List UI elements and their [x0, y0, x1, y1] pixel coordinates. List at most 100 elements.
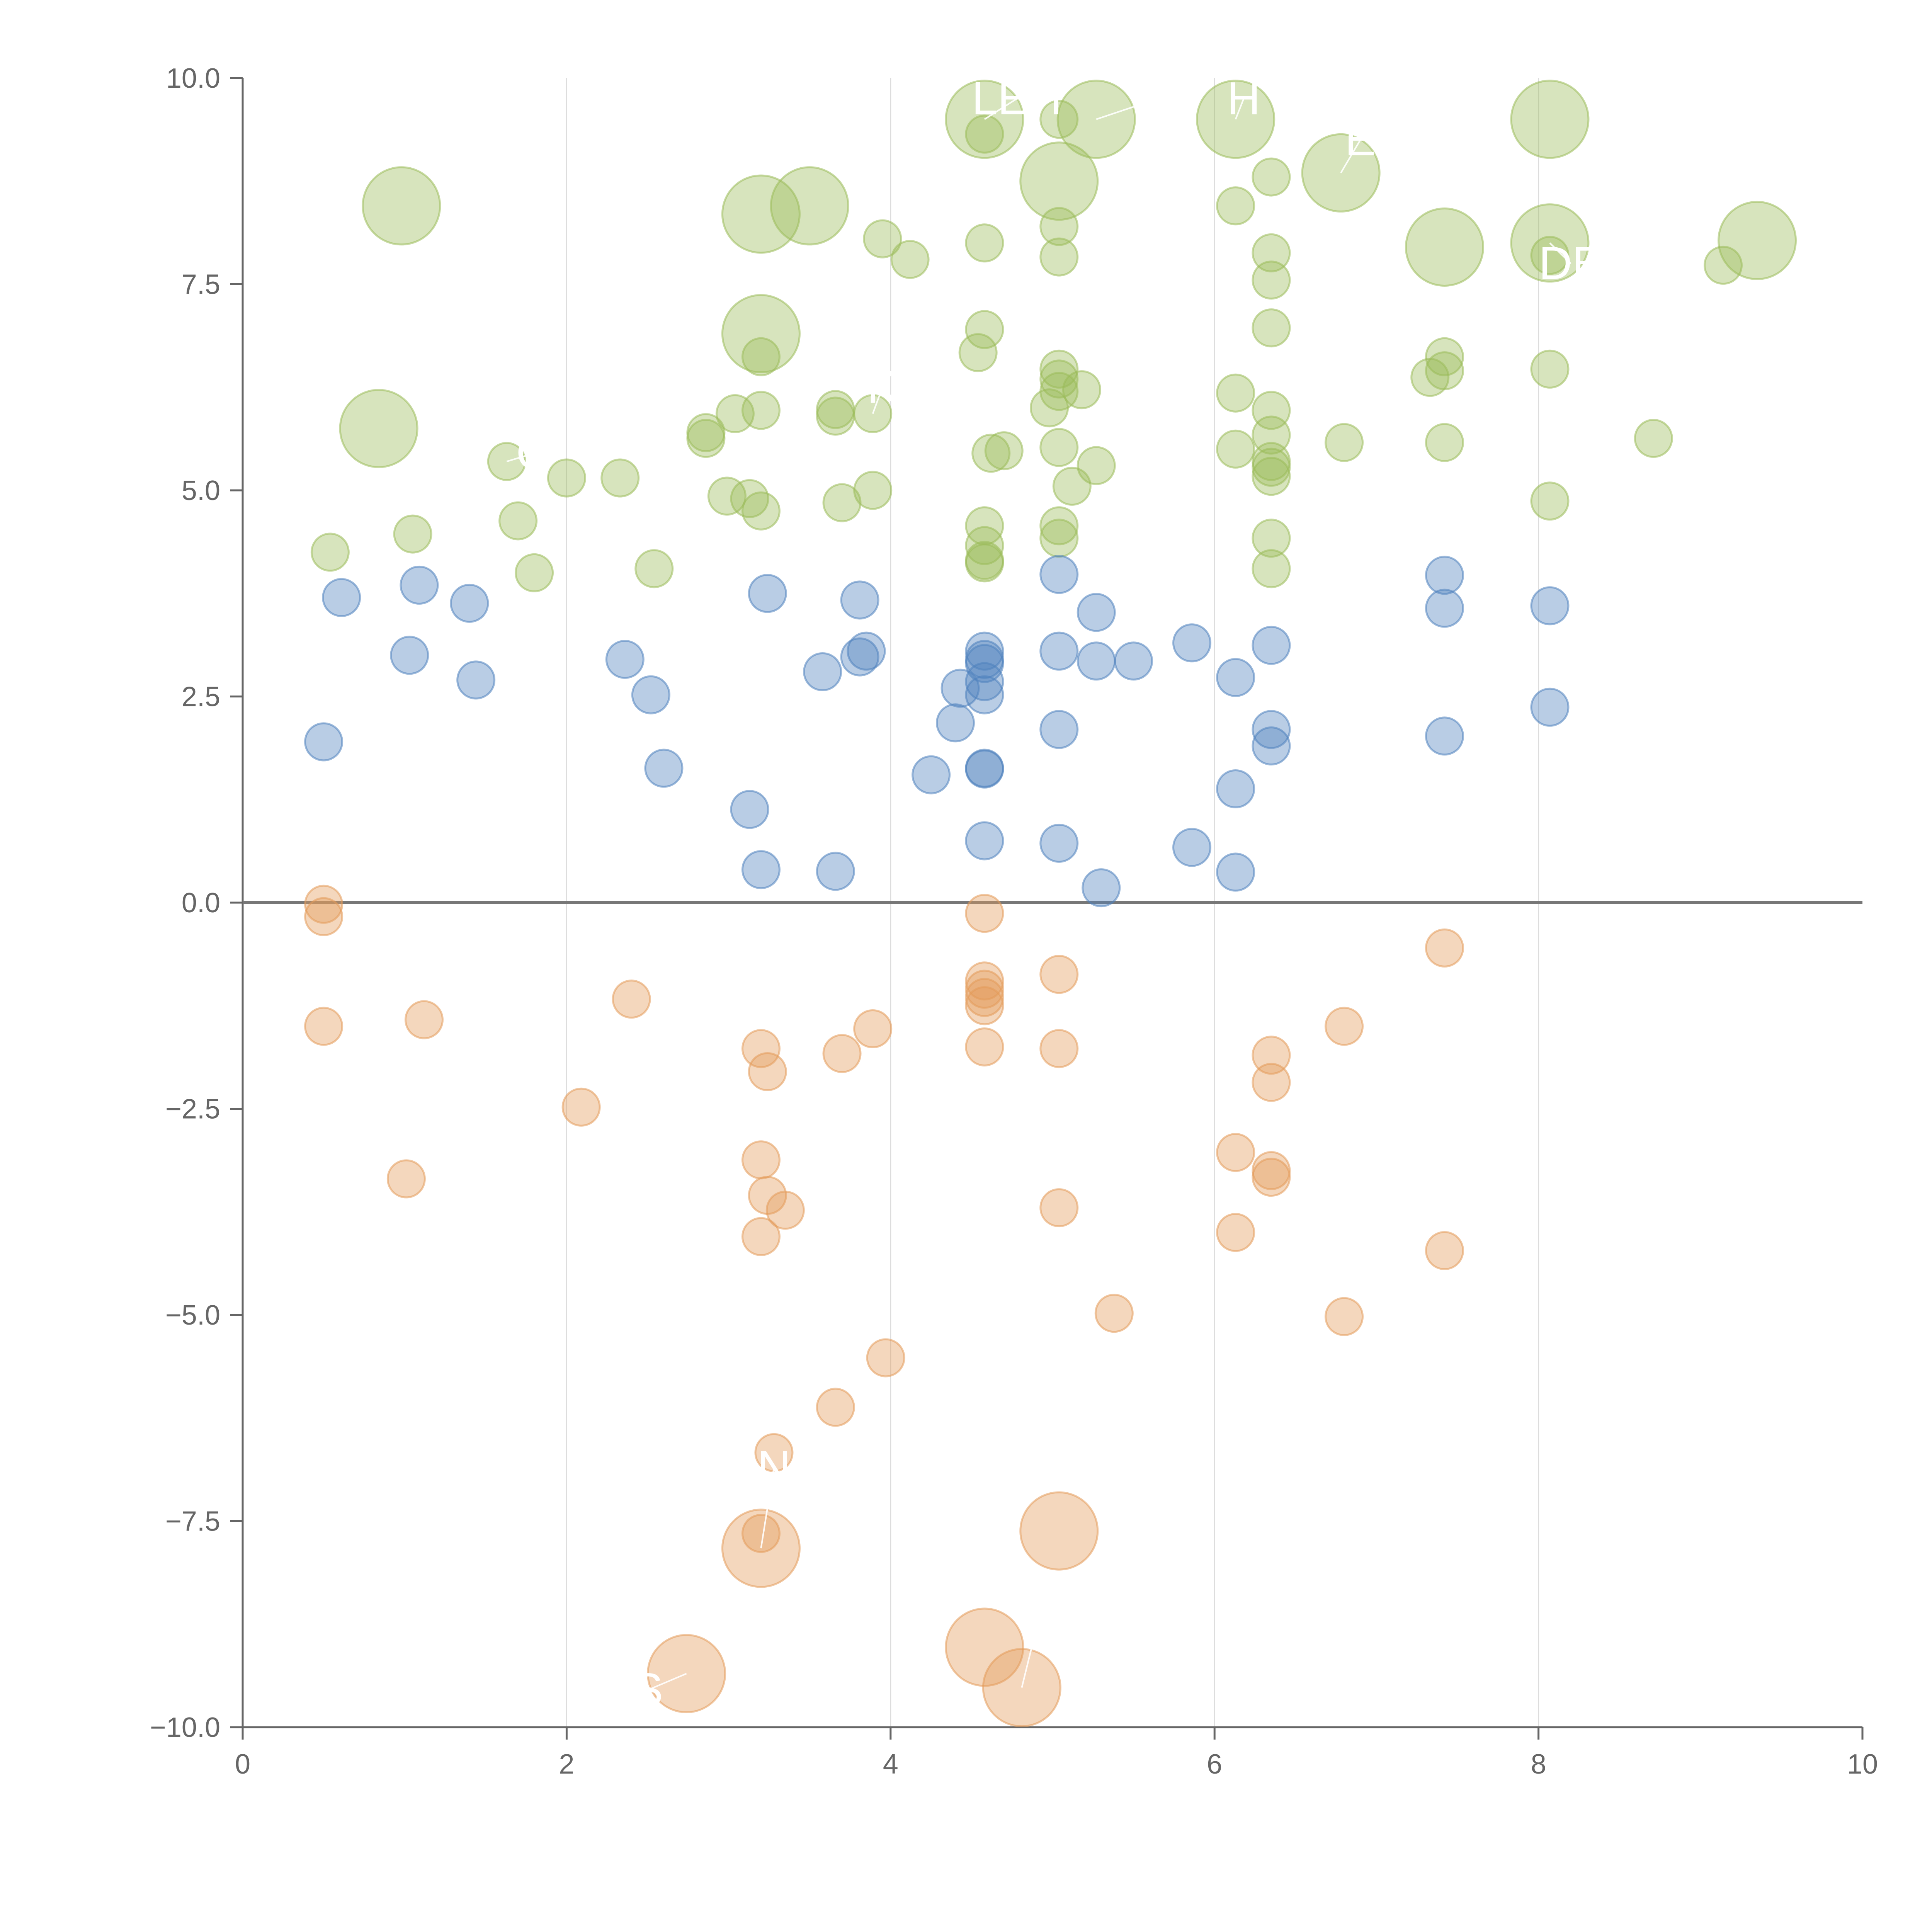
point-high-66 — [1252, 457, 1291, 496]
annotation-label: H — [1227, 72, 1260, 124]
point-high-28 — [958, 333, 998, 372]
annotation-leader — [1235, 98, 1245, 120]
point-mid-31 — [1039, 823, 1079, 863]
point-high-81 — [1634, 419, 1673, 458]
point-low-13 — [748, 1052, 787, 1091]
point-mid-45 — [1425, 588, 1464, 628]
point-low-41 — [1325, 1297, 1364, 1336]
point-low-31 — [1039, 1188, 1079, 1228]
point-high-25 — [853, 471, 893, 510]
y-tick-label: 5.0 — [182, 475, 220, 506]
point-low-17 — [816, 1388, 855, 1427]
point-high-42 — [1039, 207, 1079, 246]
point-mid-44 — [1425, 556, 1464, 595]
point-mid-13 — [816, 852, 855, 891]
point-high-67 — [1252, 519, 1291, 558]
point-high-53 — [1077, 446, 1116, 485]
point-low-34 — [1216, 1133, 1255, 1172]
point-low-2 — [304, 1007, 344, 1046]
point-high-48 — [1039, 506, 1079, 546]
annotation-label: S — [632, 1664, 663, 1716]
point-low-35 — [1216, 1213, 1255, 1252]
point-mid-34 — [1082, 868, 1121, 908]
point-low-19 — [853, 1009, 893, 1049]
point-mid-9 — [730, 790, 769, 829]
annotation-leader — [647, 1673, 687, 1691]
point-high-45 — [1039, 359, 1079, 399]
point-mid-5 — [456, 660, 496, 700]
point-mid-28 — [1039, 555, 1079, 594]
point-mid-6 — [605, 639, 645, 679]
point-low-21 — [965, 894, 1004, 933]
point-mid-2 — [390, 636, 429, 675]
point-high-17 — [741, 337, 781, 376]
point-high-9 — [634, 549, 674, 588]
point-high-3 — [393, 514, 432, 554]
point-mid-38 — [1216, 658, 1255, 697]
point-high-82 — [1703, 245, 1743, 285]
point-high-5 — [498, 501, 538, 541]
point-low-23 — [965, 969, 1004, 1009]
point-high-60 — [1252, 260, 1291, 300]
annotation-label: E — [1345, 114, 1376, 165]
y-tick-label: −10.0 — [150, 1712, 220, 1743]
point-high-61 — [1252, 308, 1291, 348]
point-low-0 — [304, 884, 344, 924]
point-high-1 — [339, 389, 418, 468]
point-high-6 — [515, 553, 554, 592]
annotations: LEH A H E DE O K N S S — [506, 72, 1603, 1716]
point-low-37 — [1252, 1063, 1291, 1102]
point-low-27 — [945, 1607, 1024, 1687]
annotation-leader — [760, 1467, 775, 1549]
point-low-3 — [386, 1159, 426, 1199]
point-mid-15 — [840, 637, 879, 677]
point-low-42 — [1425, 928, 1464, 968]
point-mid-19 — [940, 668, 980, 708]
point-high-78 — [1530, 236, 1570, 275]
point-mid-37 — [1172, 828, 1212, 867]
point-mid-36 — [1172, 623, 1212, 663]
annotation-leader — [1021, 1628, 1037, 1688]
point-high-56 — [1216, 373, 1255, 413]
point-mid-12 — [803, 652, 842, 691]
point-mid-47 — [1530, 586, 1570, 626]
point-mid-43 — [1252, 726, 1291, 766]
point-high-15 — [741, 391, 781, 430]
point-high-27 — [890, 240, 930, 279]
point-high-59 — [1252, 233, 1291, 272]
point-high-72 — [1405, 207, 1484, 287]
point-mid-32 — [1077, 593, 1116, 632]
y-tick-label: −5.0 — [165, 1300, 220, 1331]
point-mid-30 — [1039, 710, 1079, 749]
x-tick-label: 0 — [235, 1749, 250, 1780]
point-high-0 — [362, 166, 441, 246]
point-low-25 — [965, 986, 1004, 1026]
point-high-19 — [721, 294, 801, 374]
point-high-26 — [863, 219, 902, 259]
point-high-70 — [1325, 423, 1364, 462]
point-low-8 — [741, 1029, 781, 1068]
annotation-label: LEH — [972, 72, 1062, 124]
point-mid-33 — [1077, 641, 1116, 681]
point-high-14 — [730, 479, 769, 518]
point-high-49 — [1039, 519, 1079, 558]
point-low-1 — [304, 897, 344, 936]
point-mid-39 — [1216, 769, 1255, 809]
y-tick-label: 10.0 — [166, 63, 220, 94]
point-mid-29 — [1039, 631, 1079, 671]
point-high-8 — [600, 458, 640, 498]
annotation-label: N — [757, 1441, 791, 1493]
point-high-36 — [965, 543, 1004, 583]
point-mid-24 — [965, 675, 1004, 714]
point-mid-48 — [1530, 687, 1570, 727]
point-mid-40 — [1216, 852, 1255, 892]
point-low-18 — [822, 1034, 862, 1073]
point-low-16 — [765, 1190, 805, 1230]
point-high-65 — [1252, 447, 1291, 487]
point-low-5 — [561, 1087, 601, 1127]
point-high-31 — [965, 223, 1004, 263]
point-mid-23 — [965, 662, 1004, 701]
annotation-leader — [872, 387, 883, 414]
point-low-39 — [1252, 1158, 1291, 1197]
x-tick-label: 10 — [1847, 1749, 1878, 1780]
